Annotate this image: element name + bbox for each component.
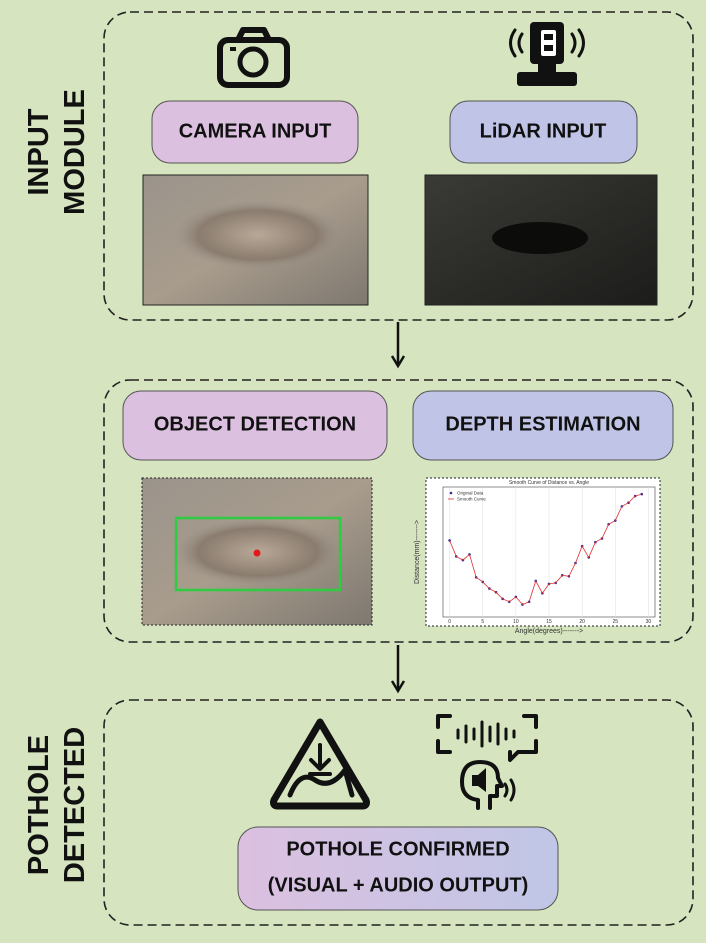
section-label: MODULE	[59, 89, 91, 215]
x-tick-label: 0	[448, 619, 451, 625]
pill-label: CAMERA INPUT	[179, 120, 332, 142]
pill-label: (VISUAL + AUDIO OUTPUT)	[268, 874, 529, 896]
pill-label: LiDAR INPUT	[480, 120, 607, 142]
warning-icon	[270, 718, 370, 810]
x-tick-label: 5	[481, 619, 484, 625]
depth-pill	[412, 390, 674, 461]
plot-title: Smooth Curve of Distance vs. Angle	[509, 480, 589, 486]
lidar-pill	[449, 100, 638, 164]
confirmed-pill	[237, 826, 559, 911]
x-tick-label: 30	[646, 619, 652, 625]
y-axis-label: Distance(mm)------->	[414, 520, 421, 584]
output-box	[103, 699, 694, 926]
detection-pill	[122, 390, 388, 461]
x-tick-label: 10	[513, 619, 519, 625]
audio-icon	[436, 714, 538, 810]
pill-label: POTHOLE CONFIRMED	[286, 838, 509, 860]
legend-marker	[449, 491, 453, 495]
processing-box	[103, 379, 694, 643]
section-label: DETECTED	[59, 727, 91, 883]
pill-label: OBJECT DETECTION	[154, 413, 356, 435]
depth-plot: Smooth Curve of Distance vs. Angle Angle(…	[414, 477, 661, 635]
legend-label: Original Data	[457, 491, 484, 496]
camera-photo	[142, 174, 369, 306]
lidar-photo	[424, 174, 658, 306]
x-tick-label: 20	[579, 619, 585, 625]
pill-label: DEPTH ESTIMATION	[445, 413, 640, 435]
section-label: POTHOLE	[23, 735, 55, 875]
legend-label: Smooth Curve	[457, 497, 486, 502]
input-box	[103, 11, 694, 321]
detection-photo	[141, 477, 373, 626]
x-tick-label: 25	[612, 619, 618, 625]
camera-pill	[151, 100, 359, 164]
x-axis-label: Angle(degrees)------->	[515, 628, 583, 635]
smooth-line	[449, 493, 642, 605]
section-label: INPUT	[23, 108, 55, 195]
x-tick-label: 15	[546, 619, 552, 625]
camera-icon	[217, 27, 290, 88]
lidar-icon	[509, 22, 585, 86]
